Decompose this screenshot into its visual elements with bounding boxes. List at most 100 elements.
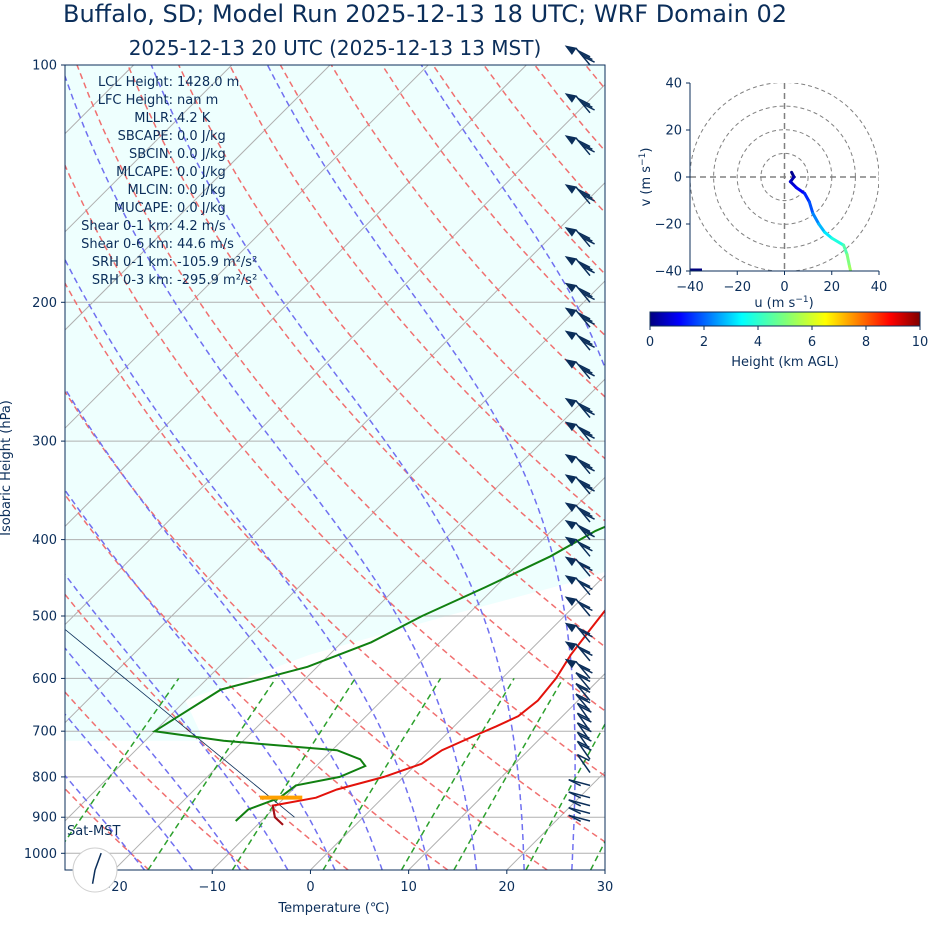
barb-feather [582, 317, 595, 325]
wind-barb [564, 502, 595, 523]
wind-barb [564, 282, 595, 303]
stat-label: LCL Height: [98, 75, 173, 90]
clock-icon [72, 847, 118, 893]
barb-feather [580, 52, 593, 61]
colorbar-tick-label: 4 [754, 335, 762, 350]
temperature-low-segment [271, 805, 284, 826]
moist-adiabat [65, 774, 146, 870]
barb-flag [564, 227, 577, 237]
dry-adiabat [584, 65, 605, 90]
wind-barb [564, 397, 595, 418]
barb-feather [580, 563, 593, 572]
hodo-y-tick-label: −40 [655, 265, 682, 280]
barb-feather [568, 807, 582, 815]
barb-feather [580, 603, 593, 612]
isotherm-line [113, 378, 605, 870]
wind-barb [564, 596, 593, 617]
barb-feather [577, 458, 591, 467]
moist-adiabat-lines [65, 65, 605, 870]
wind-barb [564, 93, 595, 114]
colorbar-gradient [649, 311, 921, 327]
barb-feather [580, 527, 593, 535]
x-tick-label: 30 [597, 880, 614, 895]
x-tick-label: 10 [400, 880, 417, 895]
barb-feather [577, 601, 591, 609]
hodo-x-tick-label: −40 [676, 280, 703, 295]
barb-feather [577, 579, 591, 588]
colorbar-tick-label: 0 [646, 335, 654, 350]
barb-feather [580, 461, 593, 469]
barb-flag [564, 556, 577, 567]
hodograph-segment [811, 211, 821, 226]
mixing-ratio-line [638, 678, 735, 870]
hodograph-x-axis-label: u (m s−1) [754, 295, 813, 311]
hodograph-segment [830, 236, 846, 247]
barb-feather [582, 484, 595, 492]
barb-feather [568, 779, 582, 787]
barb-flag [564, 454, 577, 464]
hodograph-rings [690, 83, 879, 271]
hodo-x-tick-label: 20 [823, 280, 840, 295]
barb-feather [575, 682, 589, 691]
wind-barb [576, 753, 591, 774]
barb-feather [575, 672, 589, 680]
isotherm-line [65, 65, 331, 331]
dry-adiabat [636, 65, 928, 870]
isotherm-line [211, 476, 605, 870]
stat-value: -105.9 m²/s² [177, 255, 257, 270]
parcel-line [65, 629, 295, 818]
wind-barb [564, 307, 595, 328]
barb-flag [564, 622, 577, 633]
dry-adiabat [65, 390, 548, 870]
barb-feather [580, 630, 593, 638]
barb-feather [582, 464, 595, 472]
stat-value: -295.9 m²/s² [177, 273, 257, 288]
mixing-ratio-line [400, 678, 515, 870]
hodo-x-tick-label: 0 [780, 280, 788, 295]
barb-feather [577, 702, 590, 710]
barb-feather [577, 561, 591, 569]
barb-flag [564, 658, 577, 669]
wind-barb [564, 421, 595, 442]
barb-feather [577, 674, 591, 683]
barb-feather [582, 145, 595, 153]
hodograph-y-axis-label: v (m s−1) [638, 148, 654, 207]
barb-flag [564, 135, 577, 145]
mixing-ratio-line [525, 722, 605, 870]
wind-barb [564, 536, 593, 557]
hodo-y-tick-label: −20 [655, 218, 682, 233]
hodograph-segment [823, 230, 834, 240]
dry-adiabat [279, 65, 605, 460]
dry-adiabat [65, 163, 605, 777]
barb-flag [564, 359, 577, 369]
dry-adiabat [65, 493, 449, 870]
height-colorbar: 0 2 4 6 8 10 Height (km AGL) [646, 311, 928, 370]
barb-feather [577, 50, 591, 58]
barb-staff [576, 754, 591, 774]
isotherm-line [65, 65, 233, 233]
isotherm-line [408, 672, 605, 870]
barb-feather [575, 693, 589, 701]
barb-feather [568, 814, 582, 822]
stat-label: LFC Height: [98, 93, 173, 108]
y-tick-label: 300 [32, 435, 57, 450]
stat-value: 0.0 J/kg [177, 165, 226, 180]
moist-adiabat [65, 387, 383, 870]
barb-feather [582, 55, 595, 63]
barb-feather [582, 194, 595, 202]
hodograph-segment [845, 253, 851, 268]
barb-feather [577, 685, 591, 693]
dry-adiabat [65, 690, 249, 870]
barb-flag [564, 184, 577, 194]
x-tick-label: −10 [199, 880, 226, 895]
x-tick-label: 20 [499, 880, 516, 895]
barb-feather [580, 100, 593, 108]
barb-flag [564, 575, 577, 585]
wind-barb [564, 658, 593, 679]
wind-barb [575, 672, 591, 691]
mixing-ratio-line [231, 677, 356, 870]
wind-barb [564, 474, 595, 495]
stat-label: SRH 0-3 km: [92, 273, 173, 288]
page-subtitle: 2025-12-13 20 UTC (2025-12-13 13 MST) [128, 36, 542, 60]
barb-flag [564, 255, 577, 266]
